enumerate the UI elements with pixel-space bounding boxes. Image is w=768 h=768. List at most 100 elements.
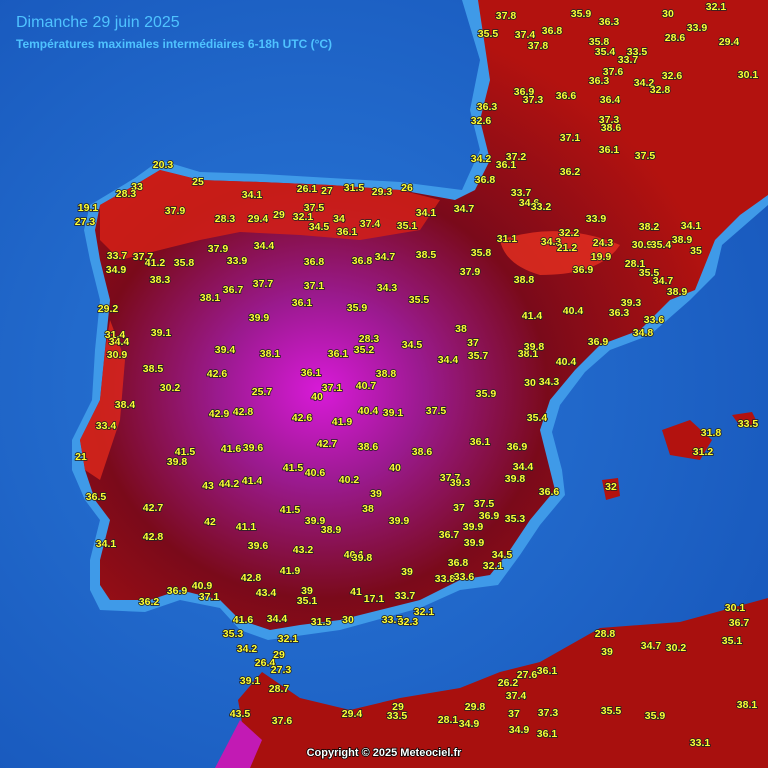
station-temperature: 28.6 (665, 32, 686, 44)
station-temperature: 30.9 (632, 239, 653, 251)
station-temperature: 37.5 (304, 202, 325, 214)
station-temperature: 41.2 (145, 257, 166, 269)
station-temperature: 39.9 (463, 521, 484, 533)
station-temperature: 34.9 (106, 264, 127, 276)
station-temperature: 32.6 (662, 70, 683, 82)
station-temperature: 34.3 (539, 376, 560, 388)
station-temperature: 41.4 (242, 475, 263, 487)
station-temperature: 36.7 (439, 529, 460, 541)
station-temperature: 36.1 (470, 436, 491, 448)
station-temperature: 37 (453, 502, 465, 514)
station-temperature: 33.1 (690, 737, 711, 749)
station-temperature: 38.1 (200, 292, 221, 304)
station-temperature: 37.1 (304, 280, 325, 292)
station-temperature: 39.6 (248, 540, 269, 552)
station-temperature: 41.6 (221, 443, 242, 455)
station-temperature: 36.1 (537, 728, 558, 740)
africa-hot (215, 720, 262, 768)
station-temperature: 34.7 (454, 203, 475, 215)
station-temperature: 34.5 (402, 339, 423, 351)
station-temperature: 40 (389, 462, 401, 474)
station-temperature: 35.3 (223, 628, 244, 640)
station-temperature: 42.9 (209, 408, 230, 420)
station-temperature: 35.3 (505, 513, 526, 525)
station-temperature: 31.2 (693, 446, 714, 458)
station-temperature: 26.2 (498, 677, 519, 689)
station-temperature: 32.2 (559, 227, 580, 239)
station-temperature: 34.7 (641, 640, 662, 652)
station-temperature: 37 (467, 337, 479, 349)
station-temperature: 37.7 (253, 278, 274, 290)
station-temperature: 36.9 (479, 510, 500, 522)
station-temperature: 33.5 (738, 418, 759, 430)
station-temperature: 36.3 (589, 75, 610, 87)
station-temperature: 28.3 (116, 188, 137, 200)
station-temperature: 35.5 (478, 28, 499, 40)
station-temperature: 34.4 (109, 336, 130, 348)
station-temperature: 42.8 (241, 572, 262, 584)
station-temperature: 34.4 (254, 240, 275, 252)
station-temperature: 36.9 (167, 585, 188, 597)
station-temperature: 35.9 (571, 8, 592, 20)
station-temperature: 30 (342, 614, 354, 626)
station-temperature: 36.8 (542, 25, 563, 37)
station-temperature: 34.4 (438, 354, 459, 366)
station-temperature: 29.3 (372, 186, 393, 198)
ibiza (602, 478, 620, 500)
map-subtitle: Températures maximales intermédiaires 6-… (16, 37, 332, 51)
station-temperature: 28.1 (438, 714, 459, 726)
station-temperature: 36.6 (556, 90, 577, 102)
mallorca (662, 420, 712, 460)
station-temperature: 39.8 (524, 341, 545, 353)
station-temperature: 25.7 (252, 386, 273, 398)
station-temperature: 37.8 (528, 40, 549, 52)
station-temperature: 35.4 (651, 239, 672, 251)
station-temperature: 40.1 (344, 549, 365, 561)
station-temperature: 41.5 (283, 462, 304, 474)
station-temperature: 37.5 (635, 150, 656, 162)
station-temperature: 34.4 (513, 461, 534, 473)
station-temperature: 33.2 (531, 201, 552, 213)
station-temperature: 40.4 (563, 305, 584, 317)
station-temperature: 42.8 (233, 406, 254, 418)
station-temperature: 34 (333, 213, 345, 225)
station-temperature: 37.5 (426, 405, 447, 417)
station-temperature: 33.7 (395, 590, 416, 602)
station-temperature: 35.4 (595, 46, 616, 58)
station-temperature: 36.8 (352, 255, 373, 267)
station-temperature: 30.2 (666, 642, 687, 654)
station-temperature: 19.1 (78, 202, 99, 214)
station-temperature: 33.4 (96, 420, 117, 432)
station-temperature: 32 (605, 481, 617, 493)
station-temperature: 39.1 (151, 327, 172, 339)
station-temperature: 37.4 (515, 29, 536, 41)
station-temperature: 39.3 (621, 297, 642, 309)
station-temperature: 31.5 (344, 182, 365, 194)
station-temperature: 38.1 (260, 348, 281, 360)
station-temperature: 38.1 (518, 348, 539, 360)
station-temperature: 35 (690, 245, 702, 257)
station-temperature: 37.4 (360, 218, 381, 230)
station-temperature: 42.8 (143, 531, 164, 543)
station-temperature: 33.9 (687, 22, 708, 34)
station-temperature: 37.8 (496, 10, 517, 22)
station-temperature: 36.1 (328, 348, 349, 360)
station-temperature: 38.2 (639, 221, 660, 233)
station-temperature: 38.9 (672, 234, 693, 246)
station-temperature: 30 (662, 8, 674, 20)
station-temperature: 25 (192, 176, 204, 188)
station-temperature: 37.5 (474, 498, 495, 510)
station-temperature: 30.1 (725, 602, 746, 614)
station-temperature: 35.5 (639, 267, 660, 279)
station-temperature: 42.6 (207, 368, 228, 380)
station-temperature: 39.9 (249, 312, 270, 324)
station-temperature: 33.7 (107, 250, 128, 262)
station-temperature: 39.4 (215, 344, 236, 356)
station-temperature: 34.1 (416, 207, 437, 219)
station-temperature: 39.8 (167, 456, 188, 468)
station-temperature: 39.9 (389, 515, 410, 527)
station-temperature: 43.4 (256, 587, 277, 599)
menorca (732, 412, 758, 426)
station-temperature: 35.1 (297, 595, 318, 607)
station-temperature: 36.5 (86, 491, 107, 503)
